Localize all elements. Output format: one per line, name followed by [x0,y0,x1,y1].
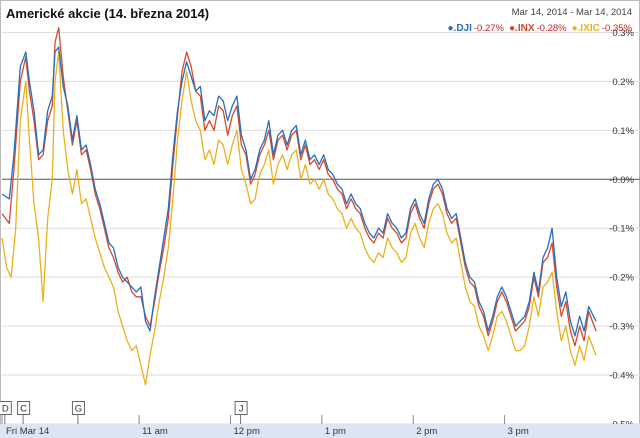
y-tick-label: -0.2% [609,273,634,284]
flag-label: G [75,404,82,415]
flag-j[interactable] [234,401,248,415]
x-axis-bar [0,424,640,438]
legend-change-dji: -0.27% [474,23,505,34]
x-tick-label: 3 pm [508,426,529,437]
flag-c[interactable] [17,401,31,415]
legend-change-ixic: -0.35% [602,23,633,34]
x-tick-label: 11 am [142,426,168,437]
series-line-ixic [1,51,597,386]
legend-name-dji: .DJI [454,23,473,34]
legend: ●.DJI -0.27% ●.INX -0.28% ●.IXIC -0.35% [448,23,633,34]
flag-label: D [2,404,9,415]
chart-title: Americké akcie (14. března 2014) [6,6,209,21]
x-tick-label: Fri Mar 14 [6,426,49,437]
legend-name-ixic: .IXIC [578,23,600,34]
flag-d[interactable] [0,401,12,415]
legend-marker-dji: ● [448,23,454,34]
y-tick-label: -0.4% [609,371,634,382]
x-axis-ticks: Fri Mar 14 11 am 12 pm 1 pm 2 pm 3 pm [1,415,529,437]
y-tick-label: 0.1% [612,126,634,137]
x-tick-label: 12 pm [233,426,259,437]
series-lines [1,26,597,386]
legend-name-inx: .INX [515,23,535,34]
x-tick-label: 2 pm [416,426,437,437]
date-range: Mar 14, 2014 - Mar 14, 2014 [512,7,632,18]
y-tick-label: -0.1% [609,224,634,235]
flag-label: C [20,404,27,415]
legend-marker-ixic: ● [572,23,578,34]
flag-label: J [239,404,244,415]
y-tick-label: 0.2% [612,77,634,88]
legend-change-inx: -0.28% [537,23,568,34]
y-tick-label: -0.3% [609,322,634,333]
y-tick-label: 0.3% [612,28,634,39]
legend-row: ●.DJI -0.27% ●.INX -0.28% ●.IXIC -0.35% [448,23,633,34]
series-line-dji [1,46,597,337]
y-tick-label: -0.0% [609,175,634,186]
series-line-inx [1,26,597,347]
flag-g[interactable] [71,401,85,415]
legend-marker-inx: ● [509,23,515,34]
x-tick-label: 1 pm [325,426,346,437]
